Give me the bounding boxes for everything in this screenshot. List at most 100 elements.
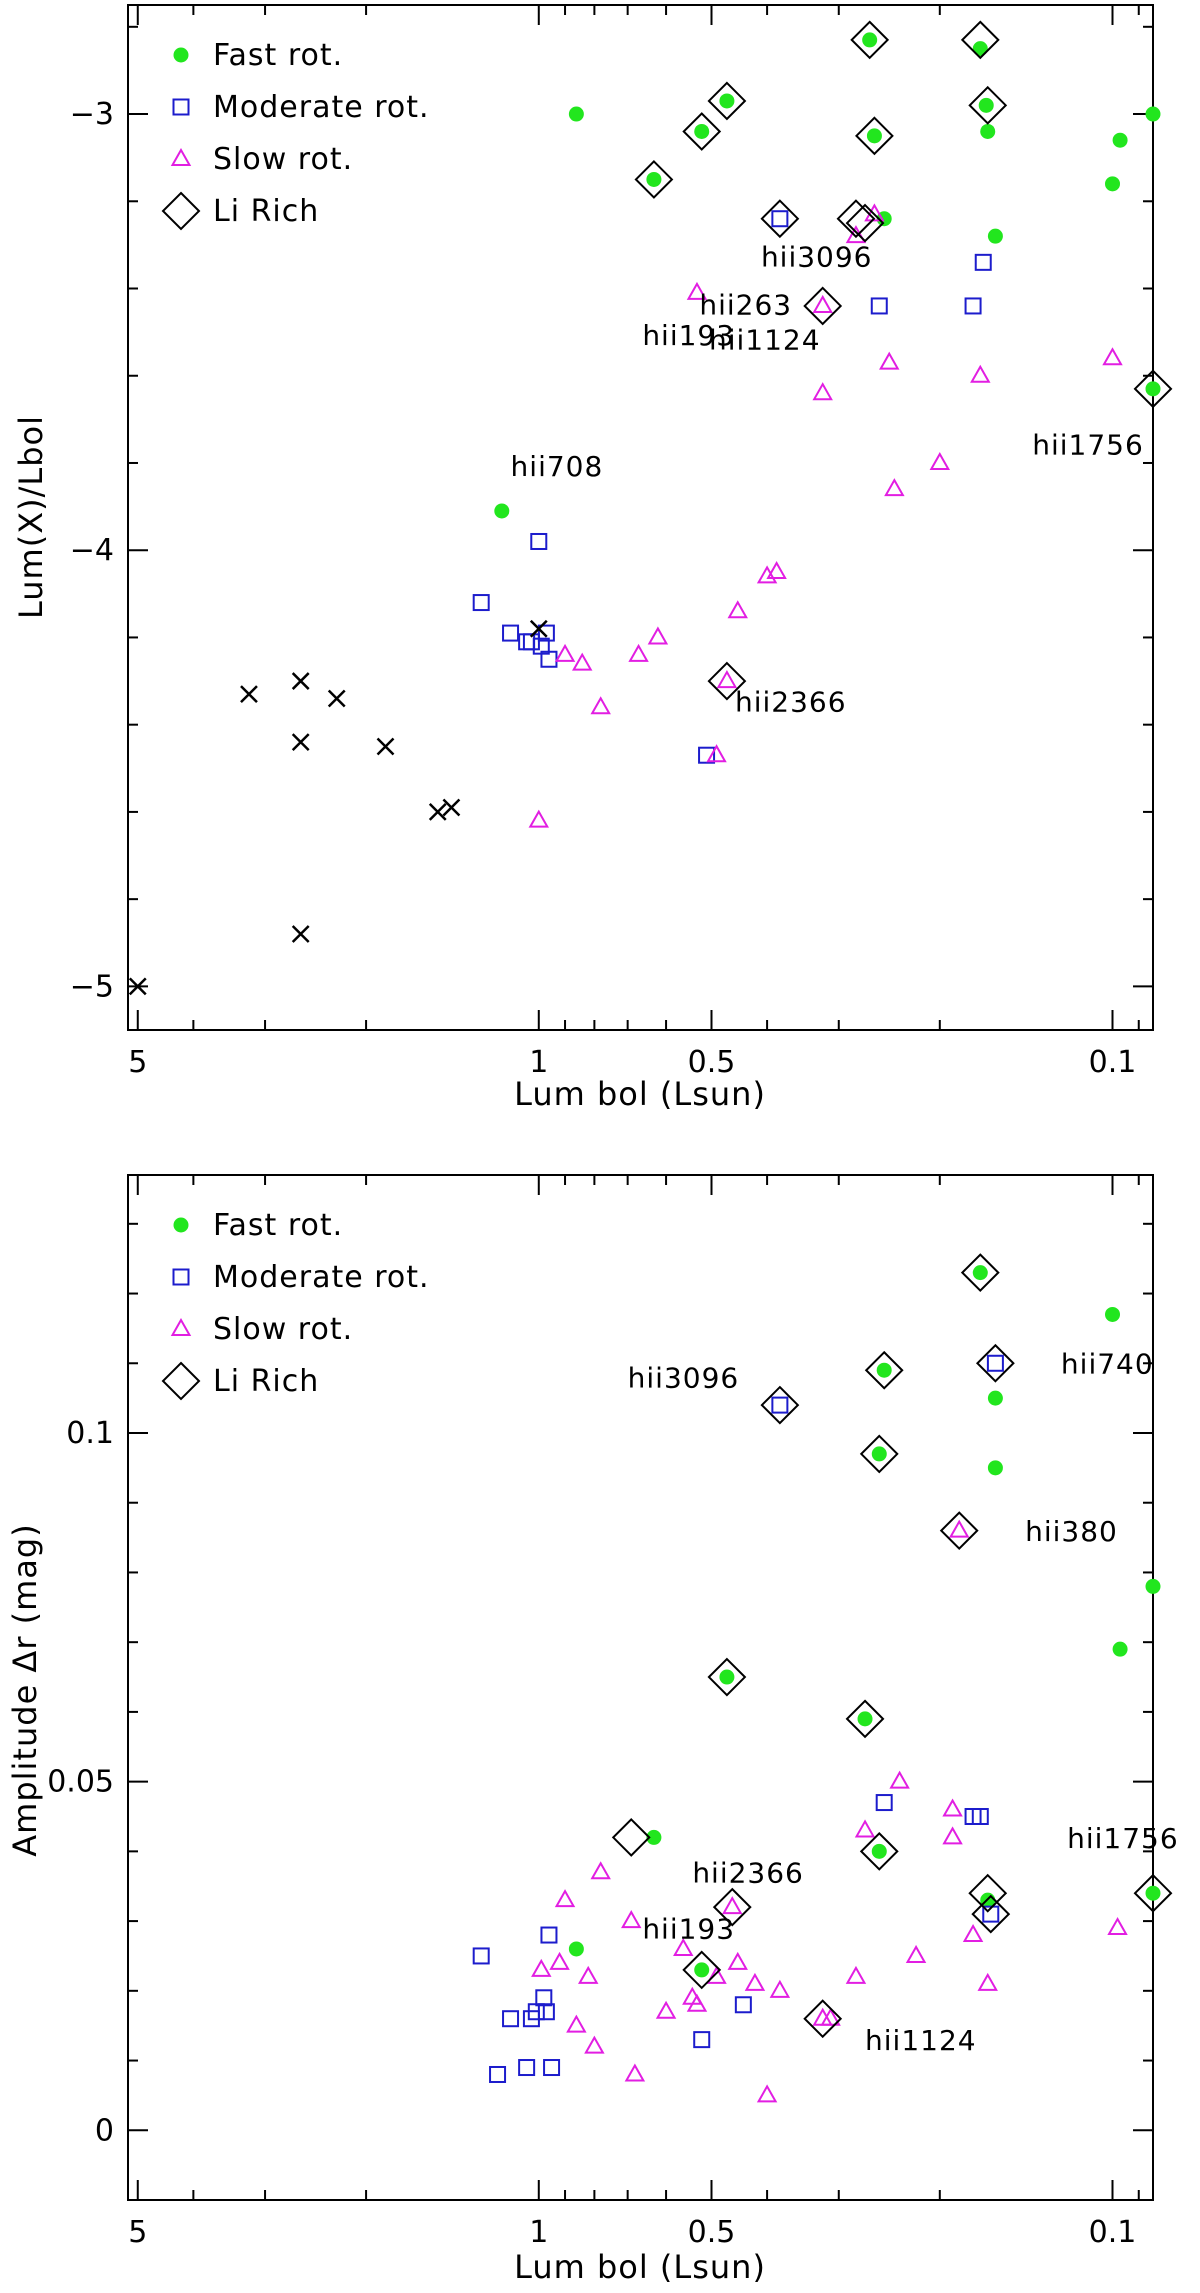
other-point: [291, 925, 310, 943]
fast-point: [1145, 381, 1161, 397]
fast-point: [1105, 1306, 1121, 1322]
slow-point: [647, 626, 669, 645]
fast-point: [987, 1460, 1003, 1476]
moderate-point: [537, 2003, 555, 2021]
slow-point: [1107, 1917, 1128, 1936]
moderate-point: [974, 253, 992, 271]
moderate-point: [489, 2065, 507, 2083]
li-point: [855, 116, 894, 156]
moderate-point: [543, 2059, 561, 2077]
moderate-legend-marker: [172, 1268, 190, 1286]
slow-point: [942, 1826, 963, 1845]
x-tick-label: 0.5: [688, 1045, 736, 1080]
li-point: [760, 199, 800, 239]
moderate-point: [540, 1926, 558, 1944]
star-label: hii708: [511, 450, 604, 483]
top-panel-lum-x-ratio: 5 1 0.5 0.1 −5 −4 −3 hii708 hii3096 hii263hii193…: [12, 4, 1173, 1113]
slow-point: [942, 1798, 963, 1817]
moderate-point: [734, 1996, 752, 2014]
star-label: hii1756: [1032, 428, 1144, 461]
slow-point: [590, 696, 611, 715]
slow-point: [727, 1951, 748, 1970]
slow-point: [686, 1993, 708, 2012]
slow-point: [566, 2014, 587, 2033]
slow-point: [756, 2084, 778, 2103]
moderate-point: [870, 297, 888, 315]
slow-point: [769, 1979, 791, 1998]
legend-label: Li Rich: [213, 1364, 319, 1399]
y-tick-label: 0.05: [47, 1765, 114, 1800]
slow-point: [864, 203, 885, 222]
fast-point: [871, 1446, 887, 1462]
moderate-point: [771, 210, 789, 228]
x-tick-label: 0.1: [1089, 1045, 1137, 1080]
top-ticks: 5 1 0.5 0.1 −5 −4 −3: [70, 5, 1153, 1080]
slow-point: [528, 809, 550, 828]
slow-point: [624, 2063, 646, 2082]
slow-point: [673, 1937, 694, 1956]
fast-point: [719, 1669, 735, 1685]
slow-point: [584, 2035, 605, 2054]
star-label: hii3096: [761, 241, 873, 274]
legend-label: Slow rot.: [213, 1312, 353, 1347]
fast-point: [568, 1941, 584, 1957]
y-tick-label: 0: [95, 2113, 114, 2148]
slow-point: [549, 1951, 570, 1970]
top-data-points: [128, 20, 1173, 996]
li-point: [760, 1385, 800, 1425]
fast-point: [987, 228, 1003, 244]
star-label: hii193: [642, 319, 735, 352]
moderate-point: [982, 1905, 1000, 1923]
fast-point: [987, 1390, 1003, 1406]
x-tick-label: 5: [128, 1045, 147, 1080]
bottom-y-axis-label: Amplitude Δr (mag): [6, 1523, 44, 1856]
slow-point: [845, 1965, 867, 1984]
slow-point: [572, 652, 593, 671]
other-point: [128, 977, 147, 996]
slow-point: [889, 1770, 910, 1789]
slow-legend-marker: [170, 147, 192, 166]
moderate-point: [530, 532, 548, 550]
other-point: [291, 733, 310, 752]
other-point: [442, 798, 461, 817]
li-point: [803, 286, 843, 326]
bottom-data-points: [472, 1253, 1173, 2103]
fast-point: [694, 1962, 710, 1978]
legend-label: Fast rot.: [213, 38, 343, 73]
slow-point: [1102, 347, 1123, 366]
li-point: [975, 1343, 1015, 1383]
legend-label: Moderate rot.: [213, 90, 430, 125]
slow-point: [706, 1965, 727, 1984]
fast-point: [1145, 1578, 1161, 1594]
li-point: [968, 1873, 1008, 1913]
li-point: [971, 1894, 1011, 1934]
moderate-point: [964, 297, 982, 315]
legend-label: Moderate rot.: [213, 1260, 430, 1295]
moderate-point: [875, 1794, 893, 1812]
fast-point: [1145, 106, 1161, 122]
slow-point: [744, 1972, 766, 1991]
star-label: hii193: [642, 1913, 735, 1946]
slow-point: [716, 670, 738, 689]
li-point: [682, 112, 722, 151]
moderate-point: [502, 624, 520, 642]
y-tick-label: 0.1: [66, 1416, 114, 1451]
legend-label: Slow rot.: [213, 142, 353, 177]
star-label: hii2366: [735, 686, 847, 719]
slow-point: [686, 281, 708, 300]
li-point: [859, 1434, 899, 1474]
fast-point: [871, 1843, 887, 1859]
bottom-legend: Fast rot. Moderate rot. Slow rot. Li Rich: [161, 1208, 430, 1401]
li-point: [859, 1831, 899, 1871]
slow-point: [949, 1519, 970, 1538]
other-point: [327, 689, 346, 708]
top-y-axis-label: Lum(X)/Lbol: [12, 415, 50, 619]
moderate-point: [698, 746, 716, 764]
other-point: [529, 619, 548, 638]
fast-point: [980, 123, 996, 139]
li-point: [1133, 1873, 1173, 1913]
slow-point: [722, 1896, 743, 1915]
y-tick-label: −4: [70, 533, 114, 568]
bottom-panel-amplitude: 5 1 0.5 0.1 0 0.05 0.1 hii3096 hii740 hii380 hii2…: [6, 1174, 1178, 2286]
slow-point: [854, 1819, 876, 1838]
